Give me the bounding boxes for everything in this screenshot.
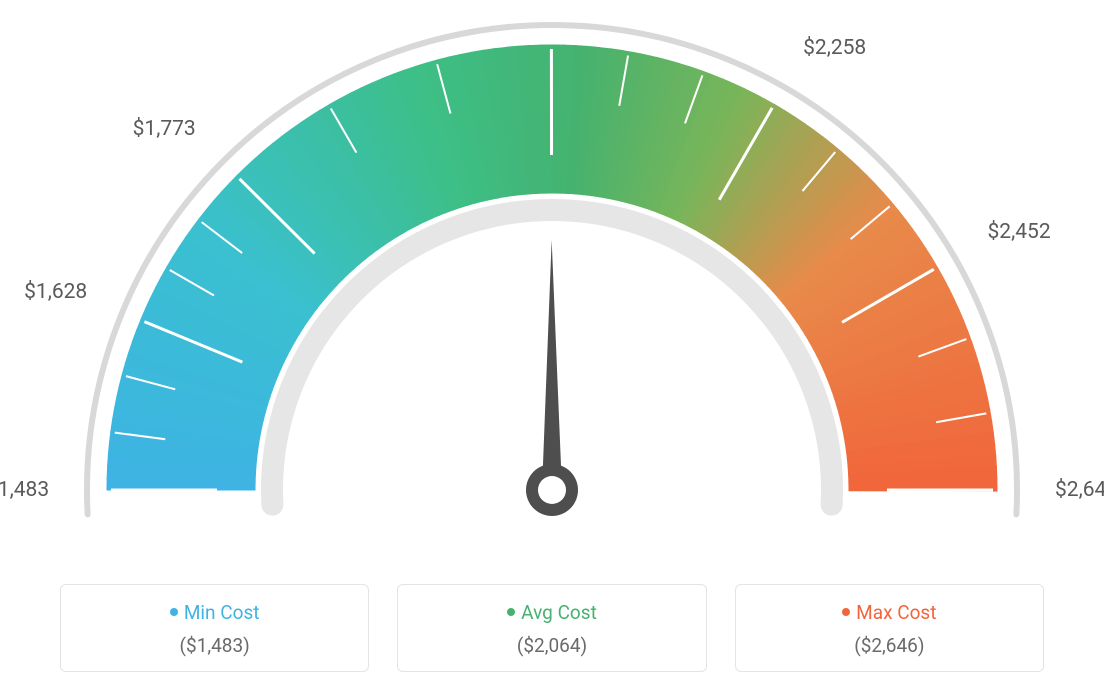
gauge-tick-label: $1,483 (0, 478, 49, 502)
legend-dot-icon (842, 608, 850, 616)
legend-value: ($2,646) (746, 634, 1033, 657)
gauge-tick-label: $2,258 (803, 36, 866, 60)
legend-title: Max Cost (746, 601, 1033, 624)
legend-title: Min Cost (71, 601, 358, 624)
gauge-tick-label: $1,628 (24, 280, 87, 304)
legend-dot-icon (170, 608, 178, 616)
legend-card-min: Min Cost ($1,483) (60, 584, 369, 672)
legend-label-text: Max Cost (856, 601, 936, 624)
gauge-tick-label: $2,452 (987, 220, 1050, 244)
gauge-tick-label: $2,646 (1055, 478, 1104, 502)
gauge-tick-label: $1,773 (133, 117, 196, 141)
legend-value: ($1,483) (71, 634, 358, 657)
legend-value: ($2,064) (408, 634, 695, 657)
legend-card-avg: Avg Cost ($2,064) (397, 584, 706, 672)
legend-title: Avg Cost (408, 601, 695, 624)
legend-dot-icon (507, 608, 515, 616)
gauge-svg (0, 0, 1104, 560)
legend-card-max: Max Cost ($2,646) (735, 584, 1044, 672)
cost-gauge: $1,483$1,628$1,773$2,064$2,258$2,452$2,6… (0, 0, 1104, 560)
legend-label-text: Avg Cost (521, 601, 597, 624)
legend-row: Min Cost ($1,483) Avg Cost ($2,064) Max Cost… (60, 584, 1044, 672)
legend-label-text: Min Cost (184, 601, 260, 624)
